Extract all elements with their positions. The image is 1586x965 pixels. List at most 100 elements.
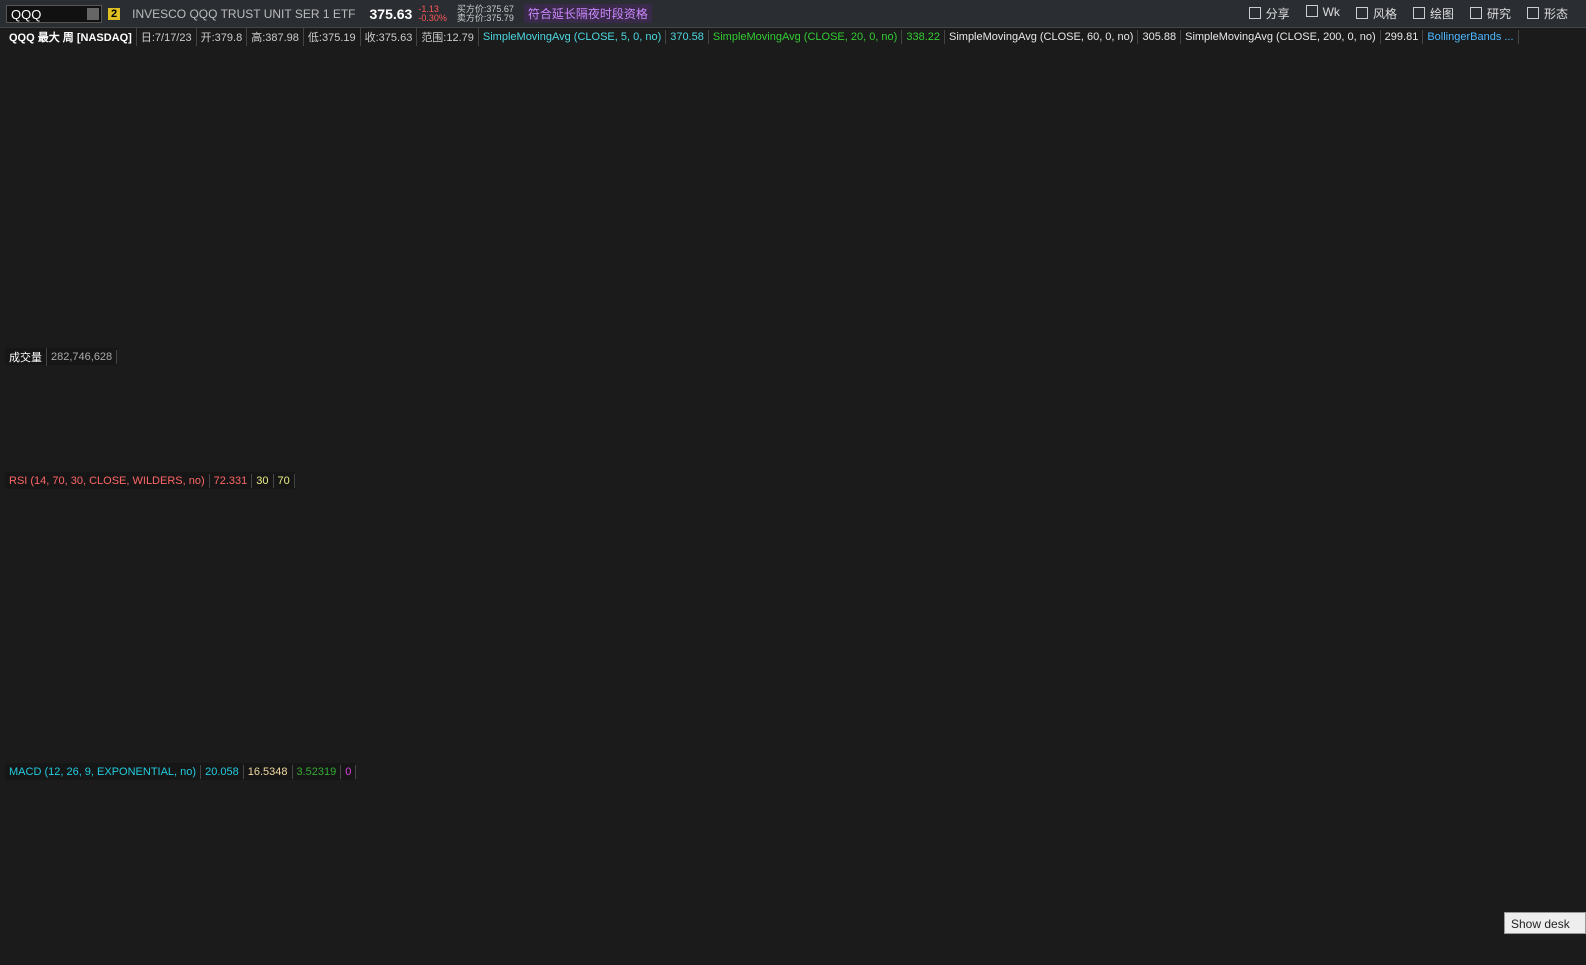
y-tick-label: 360 — [1514, 142, 1532, 154]
value-tag-label: 390.08 — [1514, 92, 1548, 104]
volume-bar — [762, 428, 771, 468]
macd-histogram — [1198, 837, 1209, 847]
volume-bar — [679, 444, 688, 468]
candle-body — [864, 277, 878, 291]
volume-bar — [1324, 427, 1333, 468]
macd-histogram — [241, 846, 252, 853]
volume-bar — [450, 432, 459, 468]
volume-bar — [970, 426, 979, 468]
study-value: 299.81 — [1381, 30, 1424, 44]
axis-unit: <百万> — [1554, 400, 1566, 435]
macd-avg-line — [17, 797, 1391, 902]
candle-body — [718, 267, 732, 273]
value-tag-label: 286.35 — [1514, 265, 1548, 277]
symbol-input[interactable]: QQQ — [6, 4, 102, 23]
scroll-thumb[interactable] — [1278, 932, 1353, 944]
y-tick-label: 300 — [1514, 242, 1532, 254]
macd-histogram — [13, 846, 23, 851]
change-pct: -0.30% — [418, 12, 447, 23]
header-close: 收:375.63 — [361, 28, 418, 46]
ask: 卖方价:375.79 — [456, 12, 514, 23]
candle-body — [1176, 204, 1190, 209]
value-tag-label: 375.63 — [1514, 116, 1548, 128]
y-tick-label: 340 — [1514, 176, 1532, 188]
volume-bar — [1178, 432, 1187, 468]
candle-body — [697, 271, 711, 276]
volume-bar — [201, 402, 210, 468]
volume-bar — [950, 428, 958, 468]
volume-bar — [866, 427, 875, 468]
value-tag — [1511, 264, 1554, 278]
value-tag-label: 72.331 — [1514, 515, 1548, 527]
toolbar: QQQ 2 INVESCO QQQ TRUST UNIT SER 1 ETF 3… — [0, 0, 1586, 28]
candle-body — [427, 206, 441, 223]
macd-panel — [4, 779, 1509, 911]
toolbar-button[interactable]: Wk — [1306, 5, 1340, 22]
candle-body — [94, 231, 108, 249]
candle-body — [656, 284, 670, 303]
candle-body — [406, 197, 420, 208]
volume-bar — [1074, 435, 1083, 468]
study-name: SimpleMovingAvg (CLOSE, 200, 0, no) — [1181, 30, 1381, 44]
background — [0, 28, 1586, 965]
macd-histogram — [699, 843, 710, 847]
scrollbar[interactable] — [0, 930, 1586, 950]
candle-body — [1009, 247, 1023, 256]
value-tag — [1511, 178, 1554, 192]
macd-histogram — [1365, 835, 1375, 847]
volume-bar — [929, 427, 938, 468]
volume-bar — [1262, 427, 1270, 468]
macd-histogram — [1240, 834, 1251, 847]
candle-body — [1342, 128, 1356, 136]
toolbar-button[interactable]: 分享 — [1249, 5, 1290, 22]
toolbar-button[interactable]: 研究 — [1470, 5, 1511, 22]
alert-mark: ! — [14, 52, 18, 64]
volume-bar — [430, 423, 438, 468]
candle-body — [1072, 217, 1086, 229]
toolbar-button[interactable]: 形态 — [1527, 5, 1568, 22]
macd-histogram — [1219, 835, 1230, 847]
volume-bar — [908, 427, 917, 468]
volume-bar — [554, 408, 563, 468]
macd-histogram — [1157, 838, 1167, 847]
toolbar-buttons: 分享 Wk 风格 绘图 研究 形态 — [1249, 5, 1568, 22]
macd-histogram — [1344, 836, 1355, 847]
volume-bar — [1054, 424, 1062, 468]
moving-average — [17, 144, 1391, 256]
candle-body — [781, 287, 795, 299]
toolbar-button[interactable]: 绘图 — [1413, 5, 1454, 22]
candle-body — [1030, 237, 1044, 249]
y-tick-label: -20 — [1514, 900, 1530, 912]
rsi-header: RSI (14, 70, 30, CLOSE, WILDERS, no) 72.… — [5, 472, 295, 489]
study-value: 338.22 — [902, 30, 945, 44]
macd-histogram — [387, 835, 398, 847]
candle-body — [1093, 214, 1107, 219]
alert-icon[interactable] — [9, 51, 23, 65]
macd-histogram — [616, 846, 627, 849]
moving-average — [17, 248, 1391, 319]
x-tick-label: 月 — [902, 914, 913, 926]
rsi-title: RSI (14, 70, 30, CLOSE, WILDERS, no) — [5, 473, 210, 488]
candle-body — [365, 206, 379, 219]
candle-body — [573, 291, 587, 306]
study-name: SimpleMovingAvg (CLOSE, 5, 0, no) — [479, 30, 667, 44]
candle-body — [302, 251, 316, 263]
scroll-button[interactable] — [78, 932, 108, 946]
x-tick-label: 年 — [798, 912, 809, 926]
volume-bar — [1366, 427, 1374, 468]
y-tick-label: 40 — [1514, 683, 1526, 695]
macd-header: MACD (12, 26, 9, EXPONENTIAL, no) 20.058… — [5, 763, 357, 780]
rsi-low: 30 — [252, 473, 274, 488]
candle-body — [73, 217, 87, 233]
y-tick-label: -10 — [1514, 870, 1530, 882]
macd-histogram — [865, 842, 876, 847]
toolbar-button[interactable]: 风格 — [1356, 5, 1397, 22]
link-badge[interactable]: 2 — [108, 7, 121, 20]
y-tick-label: 260 — [1514, 309, 1532, 321]
y-tick-label: 70 — [1514, 527, 1526, 539]
volume-bar — [825, 429, 834, 468]
moving-average — [17, 164, 1391, 293]
macd-histogram — [657, 846, 668, 847]
candle-body — [801, 297, 815, 303]
